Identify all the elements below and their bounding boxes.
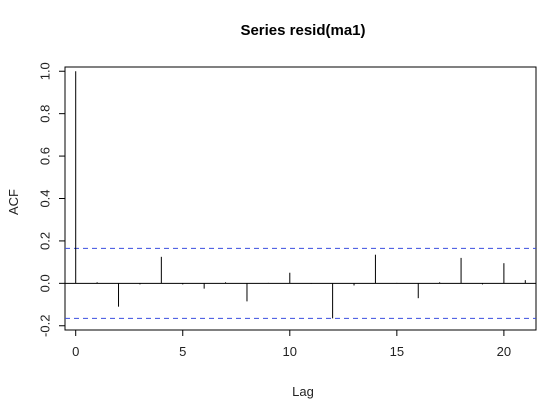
x-tick-label: 0 <box>72 344 79 359</box>
y-tick-label: 0.2 <box>37 232 52 250</box>
y-tick-label: -0.2 <box>37 315 52 337</box>
x-axis-label: Lag <box>292 384 314 399</box>
x-axis-ticks: 0 5 10 15 20 <box>72 330 511 359</box>
y-tick-label: 0.8 <box>37 105 52 123</box>
chart-title: Series resid(ma1) <box>240 22 365 39</box>
acf-bars <box>75 71 526 319</box>
y-axis-label: ACF <box>6 189 21 215</box>
plot-frame <box>64 66 537 331</box>
y-axis-ticks: -0.2 0.0 0.2 0.4 0.6 0.8 1.0 <box>37 62 65 337</box>
x-tick-label: 5 <box>179 344 186 359</box>
y-tick-label: 0.6 <box>37 147 52 165</box>
y-tick-label: 0.4 <box>37 189 52 207</box>
y-tick-label: 0.0 <box>37 274 52 292</box>
x-tick-label: 15 <box>390 344 404 359</box>
y-tick-label: 1.0 <box>37 62 52 80</box>
x-tick-label: 20 <box>497 344 511 359</box>
x-tick-label: 10 <box>283 344 297 359</box>
